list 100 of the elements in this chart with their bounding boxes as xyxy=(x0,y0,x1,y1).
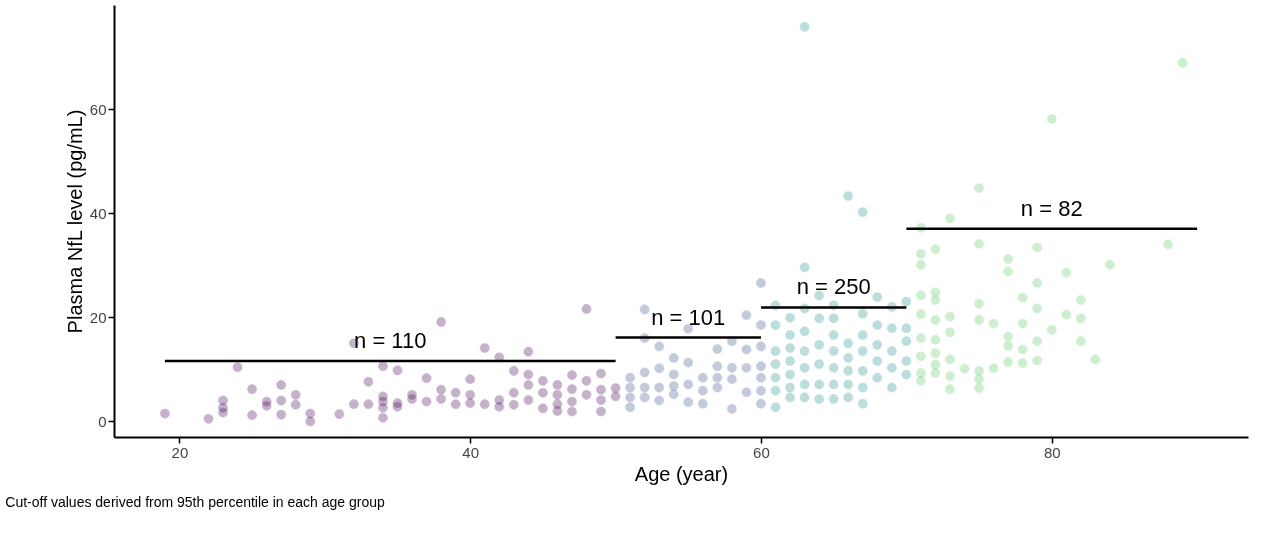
point xyxy=(1104,259,1115,270)
x-tick-label: 20 xyxy=(171,443,189,461)
point xyxy=(1003,266,1014,277)
point xyxy=(944,213,956,224)
point xyxy=(639,392,650,403)
point xyxy=(1046,113,1057,125)
point xyxy=(973,382,985,394)
point xyxy=(944,327,956,338)
point xyxy=(712,361,723,372)
point xyxy=(654,341,665,352)
point xyxy=(755,277,767,289)
point xyxy=(625,392,636,403)
point xyxy=(1003,253,1014,265)
point xyxy=(1003,340,1014,352)
point xyxy=(988,363,999,374)
point xyxy=(697,385,708,396)
point xyxy=(741,387,752,398)
point xyxy=(668,389,679,400)
point xyxy=(915,367,926,379)
y-tick-label: 60 xyxy=(89,100,107,118)
text: Cut-off values derived from 95th percentile in each age group xyxy=(5,494,386,510)
point xyxy=(973,374,985,385)
point xyxy=(726,403,737,414)
point xyxy=(1032,336,1043,347)
y-tick-label: 20 xyxy=(89,308,107,326)
point xyxy=(654,382,665,393)
point xyxy=(639,304,650,315)
point xyxy=(915,290,926,301)
point xyxy=(944,354,956,365)
point xyxy=(625,402,636,413)
point xyxy=(930,295,941,306)
point xyxy=(930,359,941,370)
point xyxy=(1046,324,1057,335)
point xyxy=(654,395,665,406)
point xyxy=(1032,355,1043,366)
point xyxy=(668,369,679,380)
point xyxy=(755,372,767,383)
point xyxy=(930,334,941,345)
point xyxy=(1162,239,1174,250)
point xyxy=(973,365,985,376)
y-axis-title: Plasma NfL level (pg/mL) xyxy=(63,109,86,334)
x-tick-label: 60 xyxy=(753,443,770,461)
point xyxy=(741,310,752,321)
point xyxy=(973,183,985,194)
point xyxy=(697,372,708,383)
point xyxy=(1017,318,1028,329)
point xyxy=(915,351,926,362)
point xyxy=(625,372,636,383)
point xyxy=(973,298,985,309)
point xyxy=(1003,331,1014,342)
point xyxy=(683,397,694,408)
series-label: n = 110 xyxy=(354,328,427,354)
point xyxy=(625,382,636,393)
point xyxy=(1032,277,1043,289)
point xyxy=(741,362,752,373)
point xyxy=(755,341,767,352)
point xyxy=(1032,303,1043,314)
point xyxy=(639,367,650,378)
point xyxy=(944,371,956,382)
x-tick-label: 80 xyxy=(1043,443,1061,461)
point xyxy=(726,374,737,385)
point xyxy=(930,314,941,325)
point xyxy=(668,380,679,392)
point xyxy=(1061,309,1072,320)
point xyxy=(959,363,970,374)
point xyxy=(726,362,737,373)
point xyxy=(915,375,926,386)
x-tick-label: 40 xyxy=(462,443,480,461)
point xyxy=(1177,57,1188,68)
point xyxy=(930,367,941,379)
point xyxy=(930,287,941,298)
point xyxy=(683,357,694,368)
point xyxy=(697,398,708,409)
point xyxy=(1017,344,1028,355)
point xyxy=(944,384,956,395)
x-axis-title: Age (year) xyxy=(634,462,729,485)
point xyxy=(741,344,752,355)
point xyxy=(1090,354,1101,365)
point xyxy=(915,259,926,270)
point xyxy=(1075,295,1086,306)
point xyxy=(755,398,767,409)
point xyxy=(683,323,694,334)
point xyxy=(973,238,985,249)
point xyxy=(930,348,941,359)
point xyxy=(668,352,679,363)
point xyxy=(1017,357,1028,369)
point xyxy=(654,363,665,374)
point xyxy=(915,333,926,344)
point xyxy=(1075,313,1086,324)
point xyxy=(683,379,694,390)
point xyxy=(930,244,941,255)
point xyxy=(944,311,956,322)
point xyxy=(712,343,723,355)
point xyxy=(639,382,650,393)
point xyxy=(755,361,767,372)
point xyxy=(1061,267,1072,278)
point xyxy=(915,309,926,320)
series-label: n = 101 xyxy=(651,304,726,330)
point xyxy=(973,314,985,325)
point xyxy=(755,385,767,396)
